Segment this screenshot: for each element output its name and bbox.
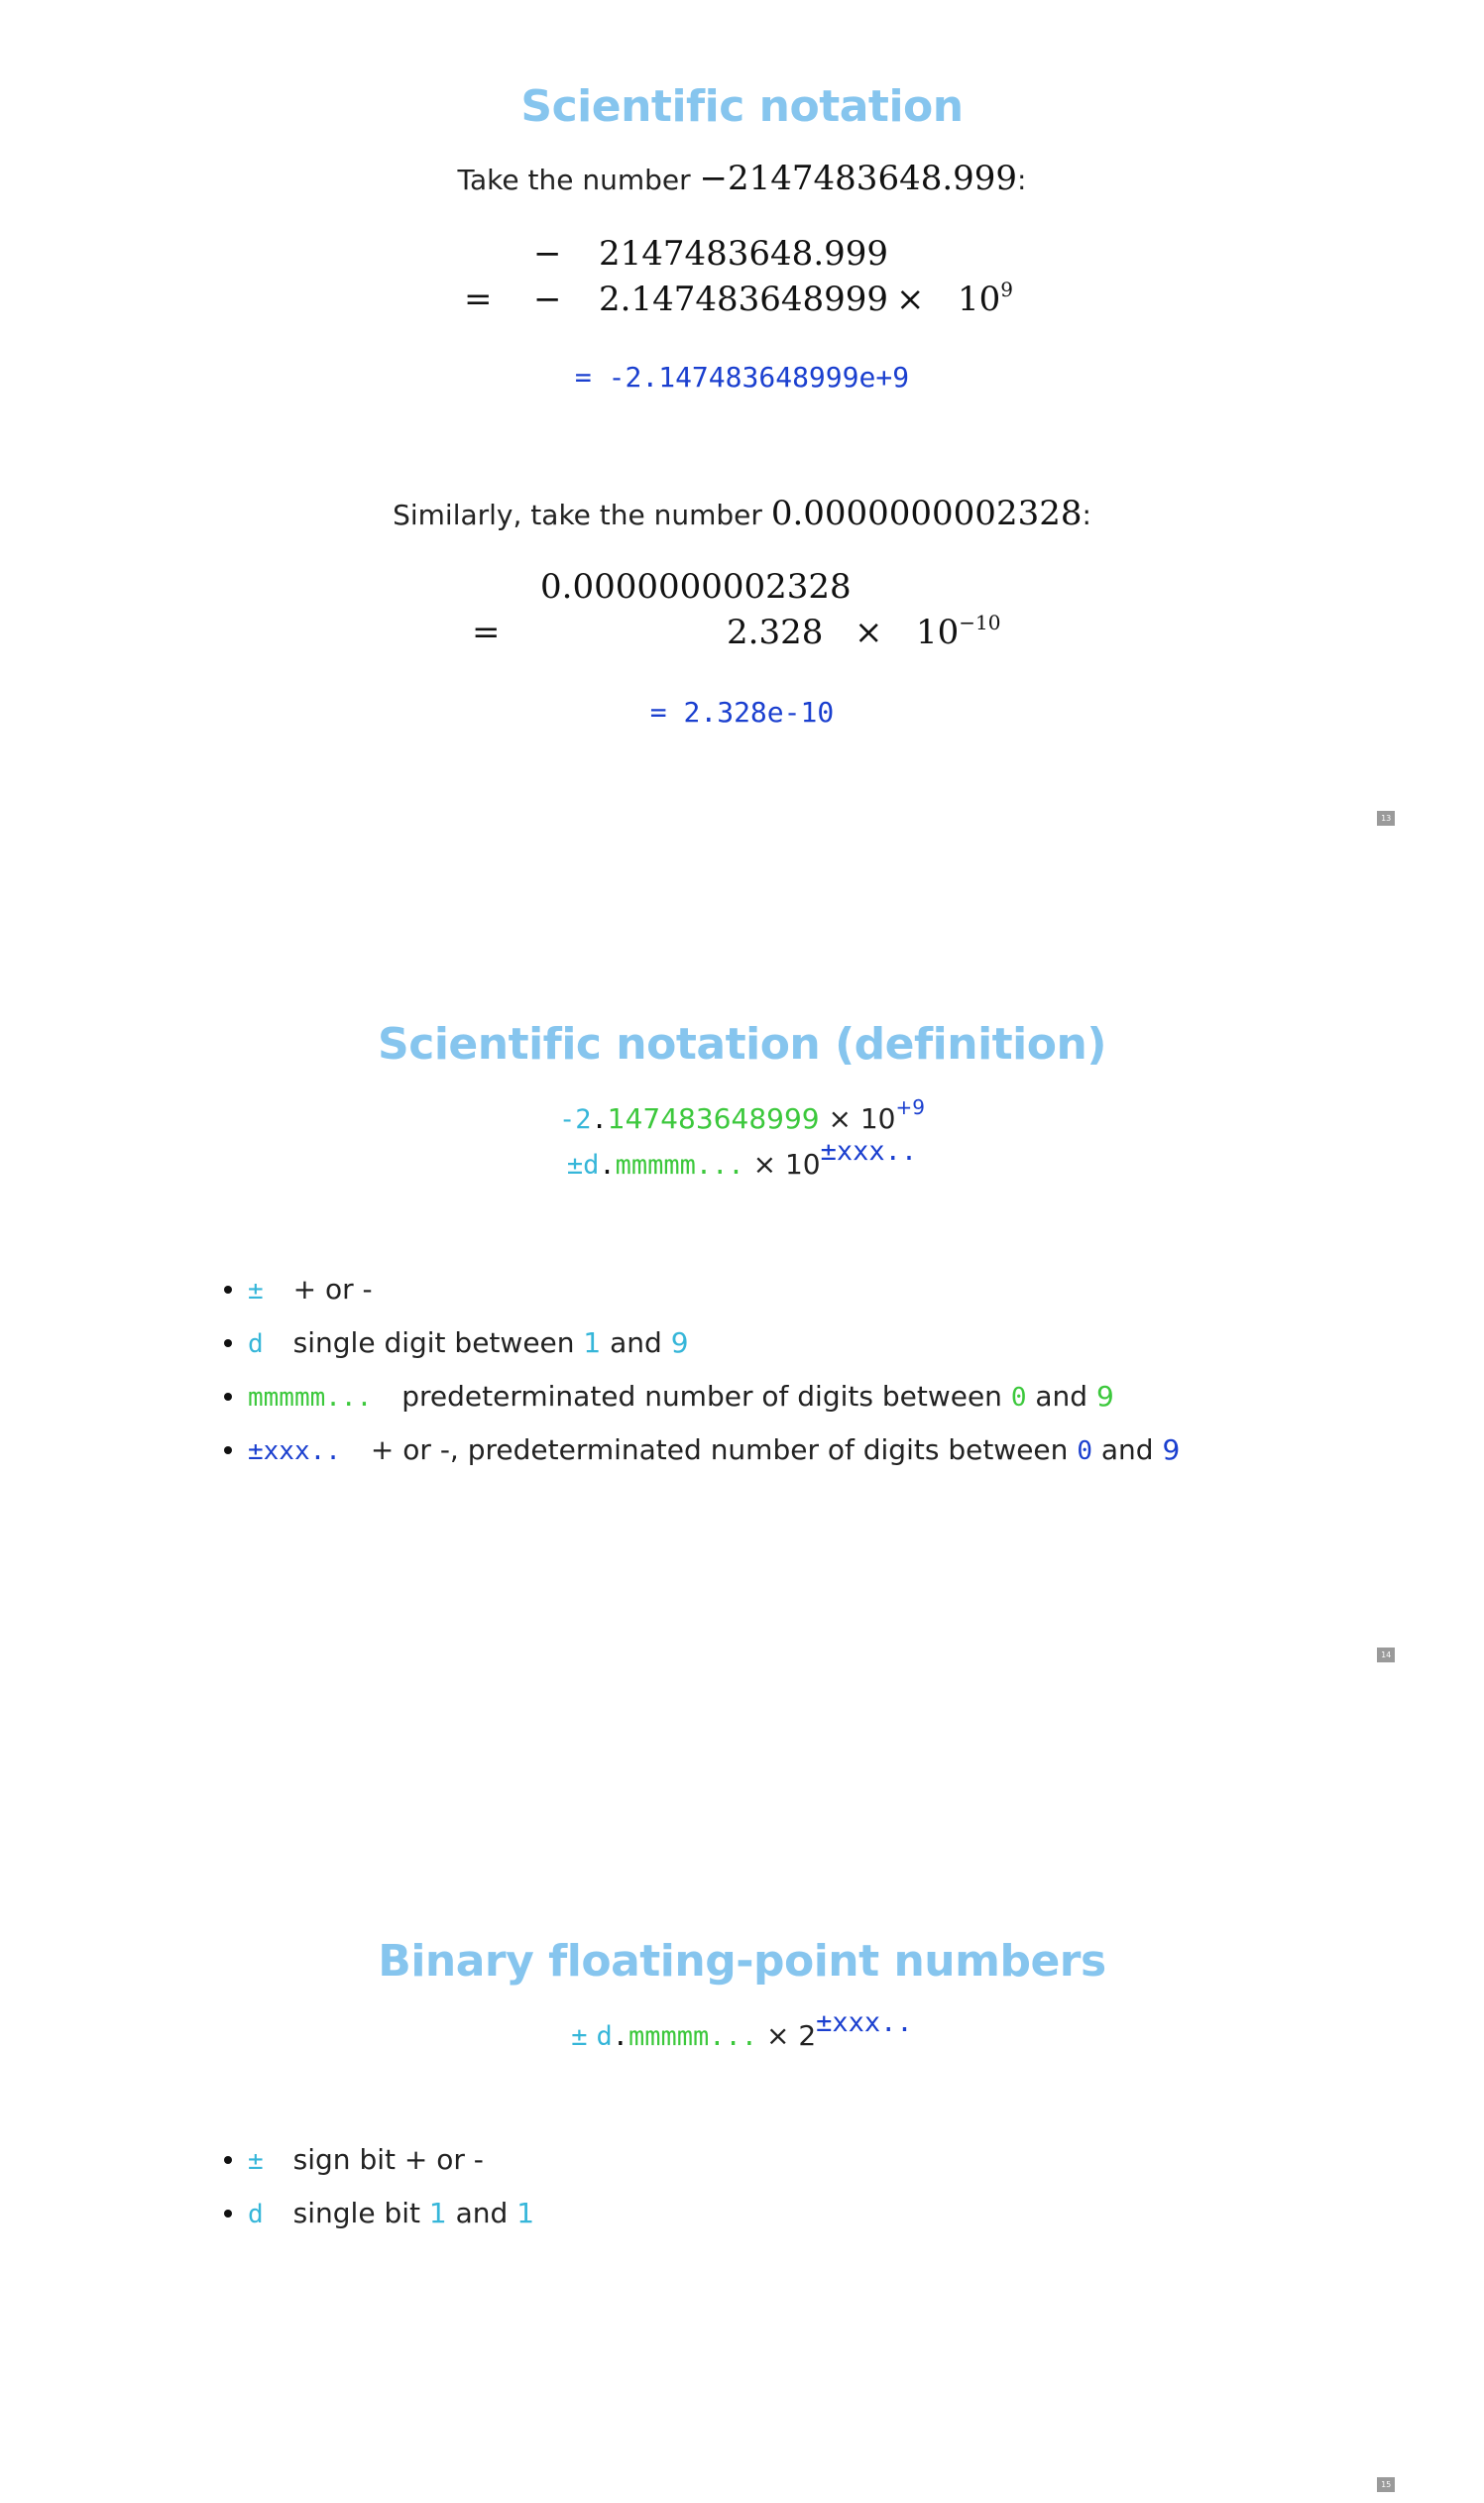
digit-a: 1 [428, 2197, 447, 2229]
digit-b: 1 [516, 2197, 535, 2229]
slide-title: Scientific notation [520, 81, 964, 132]
list-item: ±xxx.. + or -, predeterminated number of … [218, 1423, 1180, 1477]
definition-example: -2.147483648999 × 10+9 [0, 1097, 1484, 1135]
description: + or -, predeterminated number of digits… [370, 1433, 1078, 1466]
description: + or - [292, 1273, 373, 1306]
slide-13: Scientific notation Take the number −214… [0, 0, 1484, 835]
intro2-prefix: Similarly, take the number [393, 499, 771, 531]
eq1-row1-value: 2147483648.999 [599, 234, 889, 274]
term: d [248, 2200, 264, 2229]
code-equals: = [649, 696, 667, 729]
digit-b: 9 [1162, 1433, 1181, 1466]
eq2-row2-power: 10−10 [916, 613, 1000, 652]
term: mmmmm... [248, 1383, 373, 1413]
power-exponent: −10 [959, 611, 1001, 634]
exponent: ±xxx.. [820, 1136, 918, 1167]
conjunction: and [446, 2197, 517, 2229]
description: single digit between [292, 1326, 584, 1359]
eq2-row2-times: × [855, 613, 883, 652]
times-base: × 10 [752, 1148, 821, 1181]
code-value: 2.328e-10 [683, 696, 835, 729]
eq1-row2-sign: − [533, 280, 562, 319]
digit-a: 0 [1077, 1436, 1092, 1466]
eq2-row2-equals: = [472, 613, 501, 652]
mantissa: 147483648999 [607, 1102, 820, 1135]
slide-number: 14 [1377, 1648, 1396, 1662]
binary-formula: ± d.mmmmm... × 2±xxx.. [0, 2009, 1484, 2052]
conjunction: and [1091, 1433, 1163, 1466]
decimal-point: . [612, 2021, 628, 2052]
definition-general: ±d.mmmmm... × 10±xxx.. [0, 1138, 1484, 1181]
digit-b: 9 [1095, 1380, 1114, 1413]
intro2-text: Similarly, take the number 0.00000000023… [0, 494, 1484, 533]
intro2-suffix: : [1082, 499, 1091, 531]
sign-digit: -2 [559, 1104, 592, 1135]
eq1-row2-equals: = [464, 280, 493, 319]
code-equals: = [574, 361, 592, 394]
description: sign bit + or - [292, 2143, 484, 2176]
eq1-row2-power: 109 [958, 280, 1013, 319]
eq1-row2-times: × [896, 280, 925, 319]
binary-list: ± sign bit + or - d single bit 1 and 1 [218, 2133, 534, 2240]
sign: ± [571, 2021, 588, 2052]
description: single bit [292, 2197, 429, 2229]
power-exponent: 9 [1000, 278, 1013, 301]
intro-number: −2147483648.999 [699, 159, 1018, 198]
eq1-row2-value: 2.147483648999 [599, 280, 889, 319]
slide-title: Scientific notation (definition) [378, 1019, 1106, 1070]
times-base: × 2 [765, 2019, 817, 2052]
slide-15: Binary floating-point numbers ± d.mmmmm.… [0, 1668, 1484, 2503]
definition-list: ± + or - d single digit between 1 and 9 mm… [218, 1263, 1180, 1477]
eq2-row1-value: 0.0000000002328 [540, 567, 852, 607]
times-base: × 10 [828, 1102, 896, 1135]
intro-prefix: Take the number [457, 164, 700, 196]
term: ± [248, 2146, 264, 2176]
eq1-row1-sign: − [533, 234, 562, 274]
mantissa: mmmmm... [615, 1150, 744, 1181]
list-item: mmmmm... predeterminated number of digits… [218, 1370, 1180, 1423]
slide-14: Scientific notation (definition) -2.1474… [0, 835, 1484, 1669]
eq2-row2-value: 2.328 [727, 613, 824, 652]
list-item: ± + or - [218, 1263, 1180, 1316]
digit: d [596, 2021, 613, 2052]
digit-a: 0 [1010, 1383, 1027, 1413]
conjunction: and [1026, 1380, 1096, 1413]
term: ±xxx.. [248, 1436, 341, 1466]
digit-b: 9 [670, 1326, 689, 1359]
exponent: +9 [895, 1095, 925, 1119]
mantissa: mmmmm... [628, 2021, 758, 2052]
decimal-point: . [599, 1150, 616, 1181]
intro-text: Take the number −2147483648.999: [0, 159, 1484, 198]
slide-number: 15 [1377, 2477, 1396, 2492]
conjunction: and [601, 1326, 671, 1359]
digit-a: 1 [583, 1326, 602, 1359]
slide-number: 13 [1377, 811, 1396, 826]
intro2-number: 0.0000000002328 [770, 494, 1083, 533]
code-result-2: = 2.328e-10 [0, 696, 1484, 729]
description: predeterminated number of digits between [401, 1380, 1011, 1413]
power-base: 10 [958, 280, 1001, 319]
list-item: ± sign bit + or - [218, 2133, 534, 2187]
term: d [248, 1329, 264, 1359]
power-base: 10 [916, 613, 960, 652]
sign-digit: ±d [566, 1150, 600, 1181]
list-item: d single bit 1 and 1 [218, 2187, 534, 2240]
intro-suffix: : [1017, 164, 1027, 196]
exponent: ±xxx.. [816, 2007, 913, 2038]
slide-title: Binary floating-point numbers [378, 1936, 1106, 1987]
code-value: -2.147483648999e+9 [608, 361, 910, 394]
term: ± [248, 1276, 264, 1306]
list-item: d single digit between 1 and 9 [218, 1316, 1180, 1370]
code-result-1: = -2.147483648999e+9 [0, 361, 1484, 394]
decimal-point: . [591, 1104, 608, 1135]
